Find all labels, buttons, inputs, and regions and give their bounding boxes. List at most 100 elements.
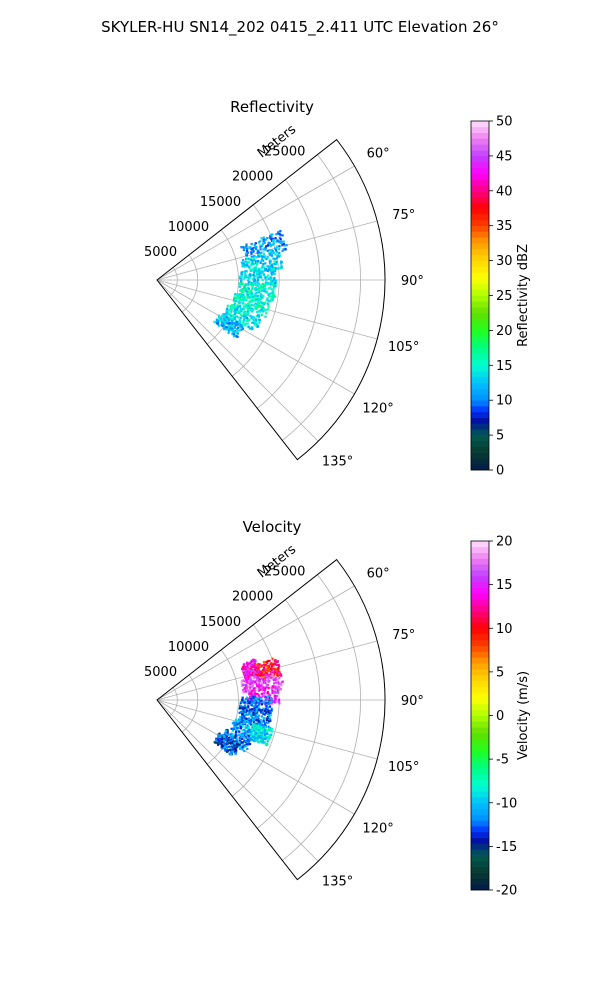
radar-gate xyxy=(224,321,227,324)
radar-gate xyxy=(261,664,264,667)
radar-gate xyxy=(251,296,255,299)
radar-gate xyxy=(275,279,278,282)
radar-gate xyxy=(264,670,267,673)
radar-gate xyxy=(254,731,257,734)
radar-gate xyxy=(226,729,229,732)
radar-gate xyxy=(256,685,259,688)
colorbar-segment xyxy=(471,423,489,430)
radar-gate xyxy=(244,252,248,255)
radar-gate xyxy=(268,671,271,674)
radar-gate xyxy=(241,696,244,699)
radar-gate xyxy=(230,727,233,730)
radar-gate xyxy=(233,296,236,299)
radar-gate xyxy=(255,291,258,294)
radar-gate xyxy=(265,698,269,701)
colorbar-segment xyxy=(471,289,489,296)
radar-gate xyxy=(257,289,260,292)
colorbar-segment xyxy=(471,330,489,337)
colorbar-tick-label: -20 xyxy=(496,884,517,899)
colorbar-segment xyxy=(471,208,489,215)
radar-gate xyxy=(269,265,272,268)
radar-gate xyxy=(269,300,272,303)
radar-gate xyxy=(243,689,246,692)
radar-gate xyxy=(250,730,253,733)
radar-gate xyxy=(228,322,231,325)
radar-gate xyxy=(258,269,261,272)
radar-gate xyxy=(257,259,260,263)
radar-gate xyxy=(252,259,255,262)
radar-gate xyxy=(270,709,273,712)
radar-gate xyxy=(243,719,247,722)
radar-gate xyxy=(250,255,253,258)
colorbar-segment xyxy=(471,855,489,862)
colorbar-segment xyxy=(471,773,489,780)
angle-tick-label: 60° xyxy=(367,566,390,581)
radar-gate xyxy=(241,725,244,728)
radar-gate xyxy=(269,235,272,238)
radar-gate xyxy=(239,715,242,718)
radar-gate xyxy=(251,693,254,696)
colorbar-segment xyxy=(471,179,489,186)
radar-gate xyxy=(240,246,243,249)
radar-gate xyxy=(255,734,258,737)
colorbar-segment xyxy=(471,429,489,436)
radar-gate xyxy=(241,302,244,305)
radar-gate xyxy=(251,663,254,666)
radar-gate xyxy=(265,728,268,731)
angle-tick-label: 90° xyxy=(401,694,424,709)
colorbar-segment xyxy=(471,727,489,734)
radar-gate xyxy=(225,328,228,331)
colorbar-segment xyxy=(471,674,489,681)
radar-gate xyxy=(282,248,285,251)
radar-gate xyxy=(241,307,244,311)
radar-gate xyxy=(274,266,277,270)
radar-gate xyxy=(258,736,261,739)
radar-gate xyxy=(254,260,257,263)
radar-gate xyxy=(249,305,252,309)
radar-gate xyxy=(251,735,255,739)
radar-gate xyxy=(263,301,266,304)
radar-gate xyxy=(240,720,243,724)
radar-gate xyxy=(224,732,227,736)
radar-gate xyxy=(232,314,235,317)
radar-gate xyxy=(264,262,267,265)
radar-gate xyxy=(256,306,259,309)
radar-gate xyxy=(265,704,268,708)
angle-tick-label: 120° xyxy=(362,402,393,417)
radar-gate xyxy=(248,267,251,270)
radar-gate xyxy=(258,686,261,689)
radar-gate xyxy=(245,244,248,247)
radar-gate xyxy=(279,673,282,676)
radar-gate xyxy=(254,668,257,672)
radar-gate xyxy=(265,717,268,720)
radar-gate xyxy=(233,725,237,728)
radar-gate xyxy=(251,315,254,318)
radar-gate xyxy=(215,321,218,324)
radar-gate xyxy=(259,310,262,313)
radar-gate xyxy=(257,720,260,723)
radar-gate xyxy=(269,694,272,697)
colorbar-segment xyxy=(471,738,489,745)
radar-gate xyxy=(222,746,225,749)
radar-gate xyxy=(279,262,283,265)
colorbar-segment xyxy=(471,622,489,629)
radar-gate xyxy=(259,721,262,724)
radar-gate xyxy=(250,264,253,267)
radar-gate xyxy=(270,676,273,679)
radar-gate xyxy=(269,260,272,263)
radar-gate xyxy=(264,248,267,251)
radar-gate xyxy=(249,668,252,671)
radar-gate xyxy=(267,664,270,667)
radar-gate xyxy=(277,230,280,233)
radar-gate xyxy=(264,700,267,703)
radar-gate xyxy=(272,690,275,693)
colorbar-segment xyxy=(471,318,489,325)
colorbar-segment xyxy=(471,307,489,314)
radar-gate xyxy=(218,324,221,327)
colorbar-segment xyxy=(471,440,489,448)
radar-gate xyxy=(284,248,287,251)
radar-gate xyxy=(252,282,255,285)
radar-gate xyxy=(263,269,266,272)
radar-gate xyxy=(239,298,242,302)
colorbar-segment xyxy=(471,552,489,559)
